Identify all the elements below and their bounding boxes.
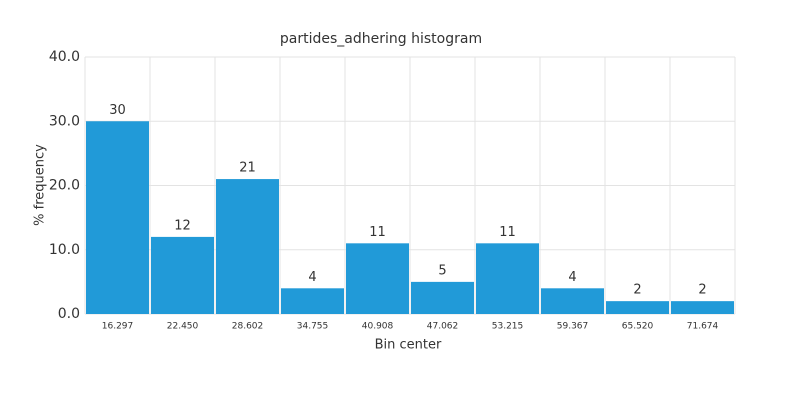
y-tick-label: 30.0 xyxy=(49,113,80,129)
bar xyxy=(346,243,409,314)
data-label: 12 xyxy=(174,218,191,233)
y-tick-label: 10.0 xyxy=(49,242,80,258)
data-label: 11 xyxy=(499,225,516,240)
bar xyxy=(281,288,344,314)
y-tick-label: 0.0 xyxy=(58,306,80,322)
x-tick-label: 65.520 xyxy=(622,322,654,332)
data-label: 4 xyxy=(568,270,576,285)
x-tick-label: 28.602 xyxy=(232,322,264,332)
bar xyxy=(411,281,474,314)
bar xyxy=(216,179,279,314)
bar xyxy=(151,236,214,314)
data-label: 30 xyxy=(109,103,126,118)
data-label: 2 xyxy=(633,283,641,298)
bar xyxy=(476,243,539,314)
y-tick-label: 20.0 xyxy=(49,178,80,194)
y-axis-label: % frequency xyxy=(33,144,48,226)
x-tick-label: 53.215 xyxy=(492,322,524,332)
x-tick-label: 71.674 xyxy=(687,322,719,332)
bar xyxy=(541,288,604,314)
x-tick-label: 34.755 xyxy=(297,322,329,332)
bar xyxy=(671,301,734,314)
chart-title: partides_adhering histogram xyxy=(280,31,482,47)
y-tick-label: 40.0 xyxy=(49,49,80,65)
x-tick-label: 40.908 xyxy=(362,322,394,332)
data-label: 11 xyxy=(369,225,386,240)
x-tick-label: 59.367 xyxy=(557,322,589,332)
data-label: 5 xyxy=(438,263,446,278)
data-label: 4 xyxy=(308,270,316,285)
x-axis-label: Bin center xyxy=(375,338,442,353)
x-tick-label: 16.297 xyxy=(102,322,134,332)
x-tick-label: 47.062 xyxy=(427,322,459,332)
data-label: 21 xyxy=(239,161,256,176)
data-label: 2 xyxy=(698,283,706,298)
bar xyxy=(86,121,149,314)
x-tick-label: 22.450 xyxy=(167,322,199,332)
bar xyxy=(606,301,669,314)
